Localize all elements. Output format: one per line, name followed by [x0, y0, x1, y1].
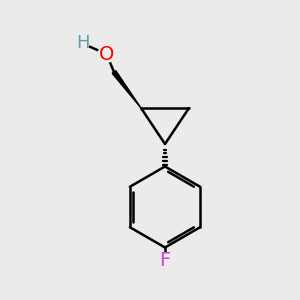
Text: O: O: [99, 44, 114, 64]
Circle shape: [98, 46, 115, 62]
Text: F: F: [159, 250, 171, 270]
Text: H: H: [76, 34, 89, 52]
Circle shape: [76, 37, 89, 50]
Polygon shape: [112, 70, 141, 108]
Circle shape: [158, 253, 172, 267]
